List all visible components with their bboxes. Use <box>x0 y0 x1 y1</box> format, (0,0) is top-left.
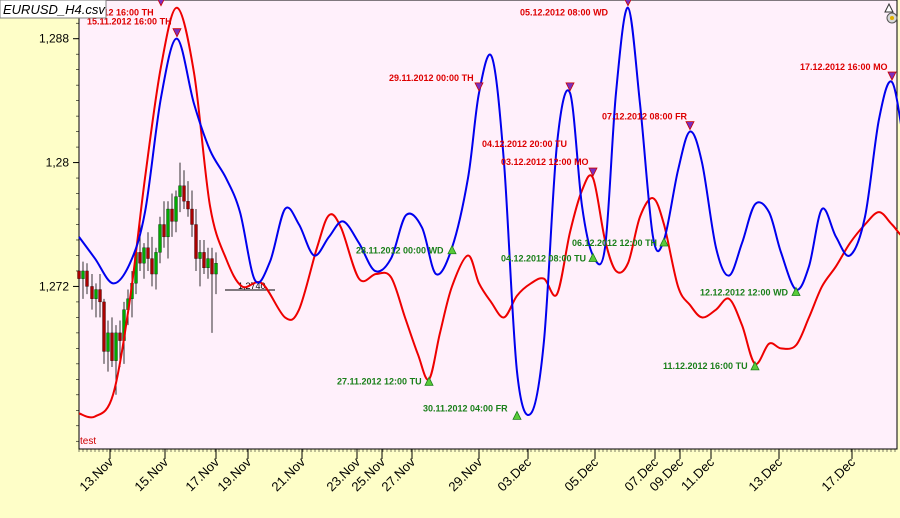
peak-marker <box>565 82 575 92</box>
candle-body <box>94 289 98 299</box>
candle-body <box>194 224 198 259</box>
title-box <box>0 0 107 19</box>
candle-body <box>202 252 206 269</box>
trough-marker <box>588 252 598 262</box>
trough-annotation: 06.12.2012 12:00 TH <box>572 238 657 248</box>
peak-annotation: 05.12.2012 08:00 WD <box>520 8 609 18</box>
blue-series-line <box>78 6 900 416</box>
trough-annotation: 12.12.2012 12:00 WD <box>700 288 789 298</box>
y-tick-label: 1,28 <box>46 156 70 170</box>
peak-marker <box>685 121 695 131</box>
trough-marker <box>791 286 801 296</box>
peak-marker <box>172 28 182 38</box>
turning-point-markers: 15.11.2012 16:00 TH 29.11.2012 00:00 TH 04… <box>69 0 897 420</box>
candle-body <box>102 301 106 352</box>
candle-body <box>85 270 89 287</box>
chart-title: EURUSD_H4.csv <box>3 2 106 17</box>
last-price-label: 1,2740 <box>238 281 266 291</box>
trough-marker <box>750 360 760 371</box>
red-series-line <box>78 6 900 419</box>
peak-marker <box>157 0 165 7</box>
corner-label: test <box>80 436 96 447</box>
peak-marker <box>588 167 598 177</box>
peak-marker <box>474 82 484 92</box>
candle-body <box>77 270 81 279</box>
candle-body <box>198 252 202 259</box>
peak-annotation: 07.12.2012 08:00 FR <box>602 112 688 122</box>
candle-body <box>154 252 158 275</box>
trough-annotation: 11.12.2012 16:00 TU <box>663 361 748 371</box>
peak-marker <box>624 0 632 7</box>
candle-body <box>190 208 194 225</box>
candle-body <box>114 332 118 361</box>
candle-body <box>178 185 182 197</box>
peak-marker <box>887 71 897 81</box>
peak-annotation: 29.11.2012 00:00 TH <box>389 73 474 83</box>
candle-body <box>138 252 142 264</box>
candle-body <box>182 185 186 202</box>
corner-widget[interactable] <box>886 12 898 24</box>
trough-marker <box>659 237 669 247</box>
candle-body <box>186 201 190 210</box>
candle-body <box>166 208 170 238</box>
peak-annotation: 15.11.2012 16:00 TH <box>87 17 172 27</box>
y-axis: 1,288 1,28 1,272 <box>39 7 79 442</box>
candle-body <box>110 332 114 361</box>
candle-body <box>150 258 154 275</box>
peak-annotation: 03.12.2012 12:00 MO <box>501 157 589 167</box>
candle-body <box>118 332 122 341</box>
indicator-series <box>78 6 900 419</box>
y-tick-label: 1,272 <box>39 279 69 293</box>
candle-body <box>106 332 110 352</box>
trough-marker <box>424 376 434 386</box>
candle-body <box>170 208 174 222</box>
plot-area <box>78 0 898 450</box>
candle-body <box>142 247 146 264</box>
small-marker-icon <box>884 2 894 13</box>
candlesticks <box>77 162 218 395</box>
peak-annotation: 17.12.2012 16:00 MO <box>800 62 888 72</box>
candle-body <box>90 286 94 299</box>
trough-annotation: 30.11.2012 04:00 FR <box>423 403 508 413</box>
candle-body <box>146 247 150 259</box>
corner-widget-dot <box>890 16 894 20</box>
candle-body <box>206 258 210 269</box>
candle-body <box>214 263 218 275</box>
candle-body <box>158 224 162 253</box>
trough-annotation: 27.11.2012 12:00 TU <box>337 376 422 386</box>
peak-annotation: 15.11.2012 16:00 TH <box>69 8 154 18</box>
candle-body <box>210 258 214 275</box>
trough-marker <box>512 410 522 420</box>
trough-annotation: 28.11.2012 00:00 WD <box>356 246 444 256</box>
y-tick-label: 1,288 <box>39 32 69 46</box>
candle-body <box>98 289 102 303</box>
candle-body <box>162 224 166 238</box>
peak-annotation: 04.12.2012 20:00 TU <box>482 139 567 149</box>
candle-body <box>81 270 85 279</box>
trough-annotation: 04.12.2012 08:00 TU <box>501 253 586 263</box>
trough-marker <box>447 244 457 255</box>
candle-body <box>174 196 178 222</box>
